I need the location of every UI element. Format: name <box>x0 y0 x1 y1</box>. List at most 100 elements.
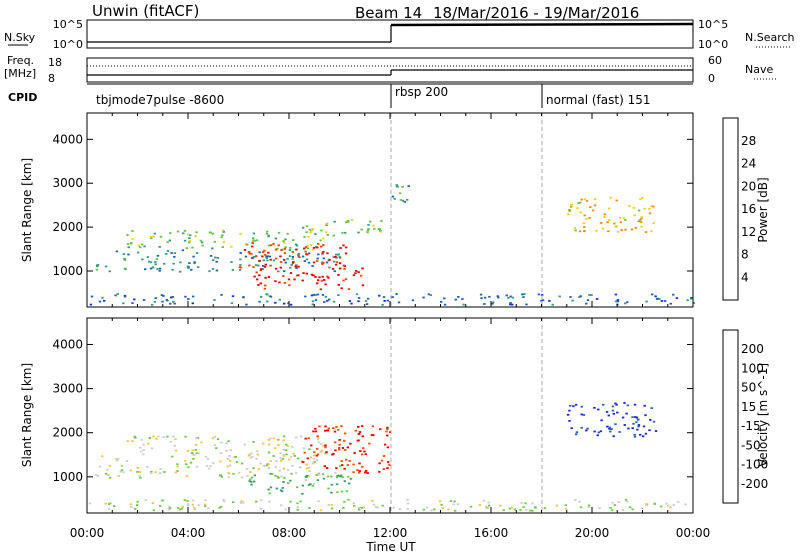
scatter-cell <box>645 300 648 303</box>
scatter-cell <box>213 435 216 438</box>
scatter-cell <box>180 507 184 510</box>
scatter-cell <box>391 296 394 298</box>
nsearch-tick-bottom: 10^0 <box>698 38 728 51</box>
scatter-cell <box>103 299 106 302</box>
scatter-cell <box>301 255 305 258</box>
scatter-cell <box>282 455 286 457</box>
scatter-cell <box>633 433 636 436</box>
scatter-cell <box>172 435 175 438</box>
scatter-cell <box>397 301 401 304</box>
scatter-cell <box>369 220 372 223</box>
scatter-cell <box>304 295 307 298</box>
scatter-cell <box>250 252 253 255</box>
scatter-cell <box>289 272 293 274</box>
scatter-cell <box>88 502 92 505</box>
scatter-cell <box>156 268 159 270</box>
colorbar-tick-label: 15 <box>741 400 756 414</box>
scatter-cell <box>347 475 350 478</box>
scatter-cell <box>628 205 631 207</box>
scatter-cell <box>331 453 334 456</box>
scatter-cell <box>252 467 255 470</box>
velocity-data-layer <box>88 402 687 512</box>
scatter-cell <box>333 220 336 223</box>
scatter-cell <box>583 226 586 228</box>
scatter-cell <box>322 477 326 480</box>
scatter-cell <box>281 458 285 460</box>
scatter-cell <box>114 294 117 297</box>
scatter-cell <box>611 405 615 408</box>
scatter-cell <box>138 474 141 477</box>
scatter-cell <box>447 508 450 511</box>
scatter-cell <box>248 480 251 483</box>
colorbar-tick-label: -100 <box>741 458 768 472</box>
scatter-cell <box>531 509 534 512</box>
scatter-cell <box>578 500 581 503</box>
scatter-cell <box>579 211 582 214</box>
y-tick-label: 4000 <box>52 337 83 351</box>
scatter-cell <box>161 300 164 303</box>
scatter-cell <box>200 441 203 444</box>
scatter-cell <box>248 264 251 267</box>
scatter-cell <box>195 452 198 455</box>
scatter-cell <box>343 432 347 435</box>
scatter-cell <box>616 411 619 414</box>
scatter-cell <box>332 427 335 429</box>
scatter-cell <box>163 262 166 265</box>
scatter-cell <box>358 462 361 465</box>
scatter-cell <box>310 229 314 232</box>
scatter-cell <box>197 504 200 507</box>
scatter-cell <box>192 457 195 460</box>
scatter-cell <box>578 230 582 233</box>
scatter-cell <box>262 442 265 445</box>
velocity-colorbar-label: Velocity [m s^-1] <box>756 363 770 467</box>
scatter-cell <box>108 270 111 273</box>
scatter-cell <box>454 298 457 301</box>
scatter-cell <box>343 268 346 270</box>
scatter-cell <box>309 456 313 459</box>
scatter-cell <box>289 456 293 458</box>
scatter-cell <box>130 506 133 508</box>
scatter-cell <box>641 197 644 199</box>
scatter-cell <box>333 430 337 433</box>
scatter-cell <box>372 503 376 506</box>
scatter-cell <box>308 448 311 451</box>
scatter-cell <box>651 293 654 296</box>
scatter-cell <box>343 439 346 442</box>
scatter-cell <box>357 231 360 234</box>
scatter-cell <box>268 443 271 446</box>
scatter-cell <box>104 472 108 475</box>
scatter-cell <box>187 298 190 300</box>
scatter-cell <box>338 447 341 449</box>
scatter-cell <box>303 451 306 454</box>
scatter-cell <box>168 505 171 508</box>
scatter-cell <box>148 260 151 263</box>
scatter-cell <box>149 236 153 238</box>
scatter-cell <box>160 294 164 296</box>
scatter-cell <box>586 299 590 301</box>
scatter-cell <box>649 419 652 421</box>
scatter-cell <box>639 219 642 221</box>
scatter-cell <box>381 504 384 507</box>
scatter-cell <box>346 446 349 449</box>
scatter-cell <box>602 403 605 406</box>
scatter-cell <box>380 459 384 462</box>
scatter-cell <box>258 251 261 254</box>
scatter-cell <box>610 509 614 512</box>
scatter-cell <box>411 299 415 302</box>
scatter-cell <box>304 250 307 253</box>
scatter-cell <box>184 459 187 462</box>
scatter-cell <box>644 432 648 435</box>
scatter-cell <box>568 409 571 412</box>
scatter-cell <box>194 235 197 237</box>
scatter-cell <box>338 439 341 441</box>
scatter-cell <box>308 470 311 472</box>
scatter-cell <box>320 279 324 282</box>
scatter-cell <box>289 500 292 503</box>
scatter-cell <box>305 225 309 228</box>
scatter-cell <box>155 438 158 440</box>
scatter-cell <box>386 434 389 437</box>
velocity-x-ticks <box>86 318 694 513</box>
scatter-cell <box>675 297 679 299</box>
scatter-cell <box>317 243 320 245</box>
scatter-cell <box>279 261 283 263</box>
